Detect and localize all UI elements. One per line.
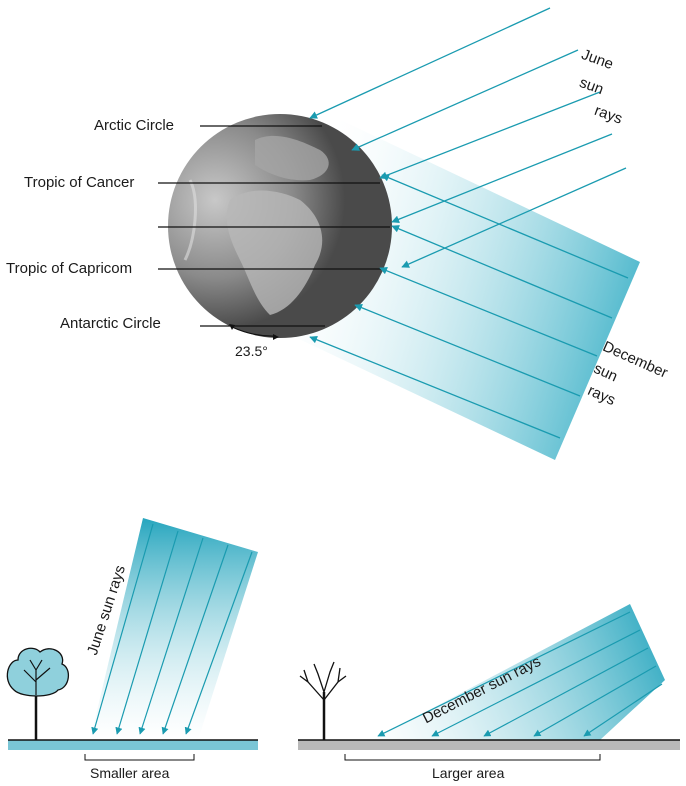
tropic-of-capricorn-label: Tropic of Capricom <box>6 260 133 277</box>
june-rays-bottom <box>91 523 253 735</box>
larger-area-label: Larger area <box>432 765 505 781</box>
antarctic-circle-label: Antarctic Circle <box>60 315 161 332</box>
tropic-of-cancer-label: Tropic of Cancer <box>24 174 135 191</box>
smaller-area-brace <box>84 754 195 761</box>
bare-tree-icon <box>299 661 347 740</box>
tilt-angle-label: 23.5° <box>235 343 268 359</box>
tilt-angle-arc <box>229 324 279 340</box>
ground-right <box>298 740 680 750</box>
december-beam-bottom <box>372 604 665 740</box>
latitude-lines <box>158 125 390 327</box>
arctic-circle-label: Arctic Circle <box>94 117 175 134</box>
leafy-tree-icon <box>6 647 69 740</box>
smaller-area-label: Smaller area <box>90 765 170 781</box>
june-rays-top <box>309 7 627 268</box>
december-rays-bottom <box>377 611 663 737</box>
december-rays-top <box>309 174 629 439</box>
larger-area-brace <box>344 754 601 761</box>
earth-globe <box>168 114 392 338</box>
ground-left <box>8 740 258 750</box>
